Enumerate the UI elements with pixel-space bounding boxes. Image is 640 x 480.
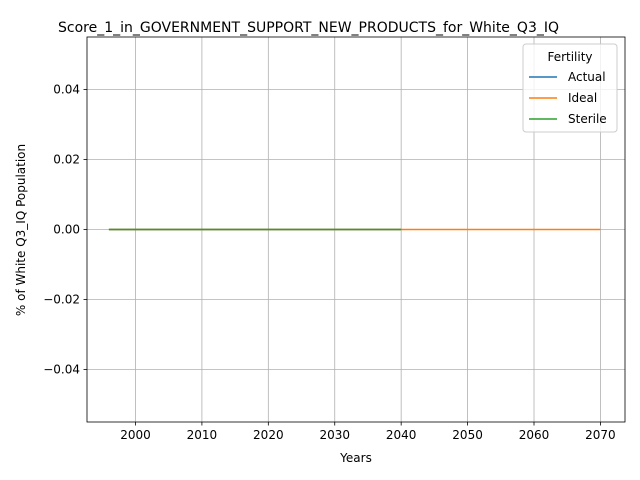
x-tick-label: 2000 <box>120 428 151 442</box>
chart-title: Score_1_in_GOVERNMENT_SUPPORT_NEW_PRODUC… <box>58 20 559 36</box>
y-tick-label: 0.00 <box>53 223 80 237</box>
legend-label: Actual <box>568 70 606 84</box>
legend-frame <box>522 43 618 133</box>
x-tick-label: 2040 <box>386 428 417 442</box>
x-tick-label: 2010 <box>187 428 218 442</box>
legend-label: Ideal <box>568 91 597 105</box>
y-axis-ticks: −0.04 −0.02 0.00 0.02 0.04 <box>43 83 87 377</box>
y-tick-label: 0.04 <box>53 83 80 97</box>
y-tick-label: −0.04 <box>43 363 80 377</box>
x-tick-label: 2070 <box>585 428 616 442</box>
y-tick-label: 0.02 <box>53 153 80 167</box>
x-tick-label: 2050 <box>452 428 483 442</box>
y-tick-label: −0.02 <box>43 293 80 307</box>
legend: Fertility Actual Ideal Sterile <box>522 43 618 133</box>
y-axis-label: % of White Q3_IQ Population <box>14 144 28 316</box>
x-tick-label: 2030 <box>319 428 350 442</box>
x-axis-ticks: 2000 2010 2020 2030 2040 2050 2060 2070 <box>120 422 616 442</box>
x-tick-label: 2060 <box>519 428 550 442</box>
legend-title: Fertility <box>547 50 592 64</box>
legend-label: Sterile <box>568 112 607 126</box>
x-tick-label: 2020 <box>253 428 284 442</box>
x-axis-label: Years <box>339 451 372 465</box>
